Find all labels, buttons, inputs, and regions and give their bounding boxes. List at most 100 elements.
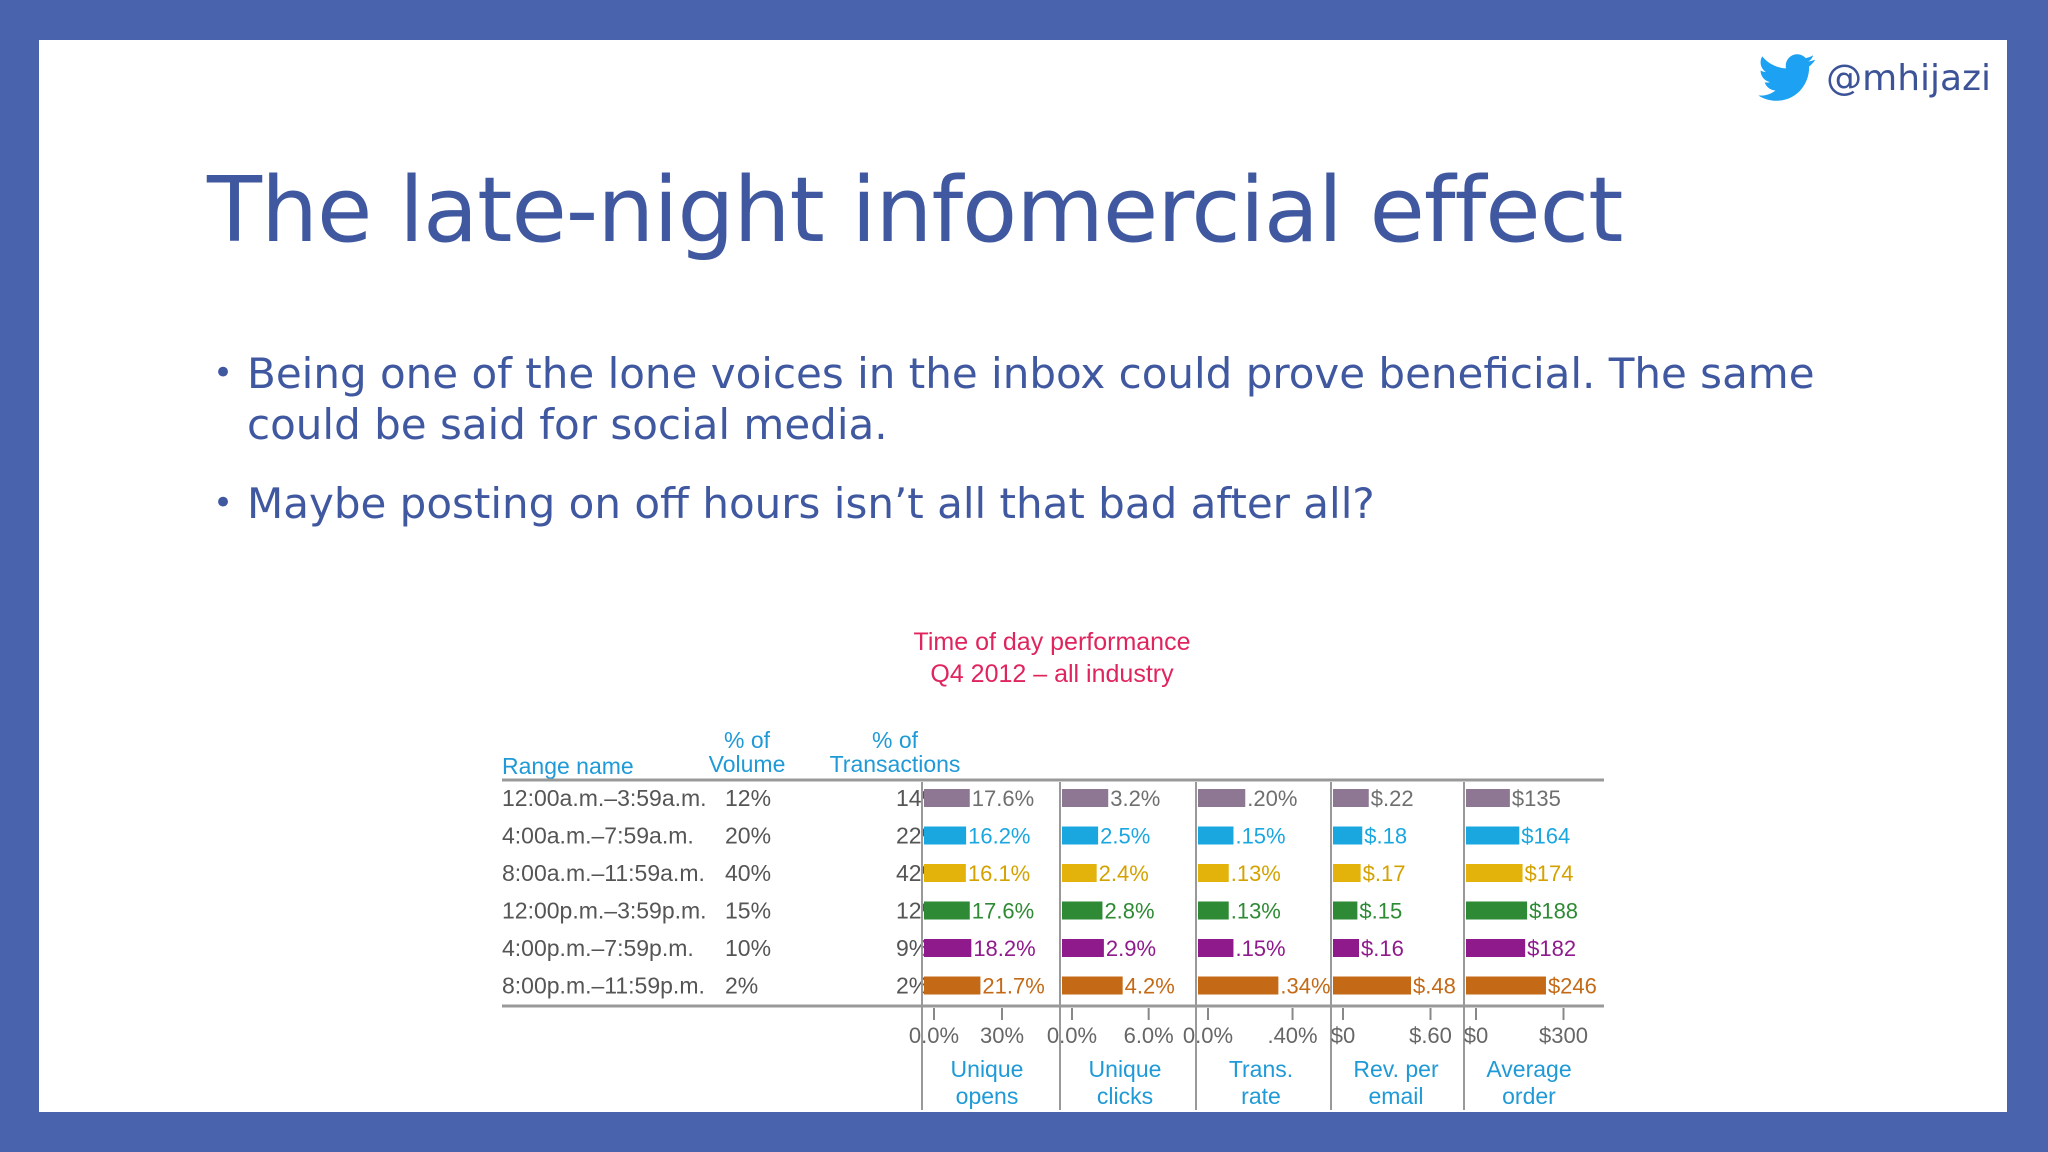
bar-value-label: 16.2% xyxy=(968,824,1030,849)
bar-value-label: 2.5% xyxy=(1100,824,1150,849)
bar xyxy=(1198,939,1234,957)
bar-value-label: 16.1% xyxy=(968,861,1030,886)
metric-label-bottom: rate xyxy=(1241,1083,1281,1109)
bar xyxy=(924,826,967,845)
bar xyxy=(1466,976,1546,995)
range-name-cell: 8:00p.m.–11:59p.m. xyxy=(502,973,705,999)
metric-label-top: Rev. per xyxy=(1353,1056,1439,1082)
range-name-cell: 4:00p.m.–7:59p.m. xyxy=(502,935,694,961)
range-name-cell: 12:00p.m.–3:59p.m. xyxy=(502,898,707,924)
volume-cell: 2% xyxy=(725,973,758,999)
bar-value-label: 17.6% xyxy=(972,899,1034,924)
bar xyxy=(924,976,981,995)
metric-panels: 17.6%16.2%16.1%17.6%18.2%21.7%0.0% 30%Uni… xyxy=(909,782,1597,1110)
bullet-item: Maybe posting on off hours isn’t all tha… xyxy=(207,478,1847,529)
metric-label-bottom: email xyxy=(1369,1083,1424,1109)
metric-label-top: Unique xyxy=(1089,1056,1162,1082)
chart-subtitle: Q4 2012 – all industry xyxy=(930,660,1174,688)
twitter-handle-text: @mhijazi xyxy=(1826,57,1991,99)
bar-value-label: $.22 xyxy=(1371,786,1414,811)
twitter-handle[interactable]: @mhijazi xyxy=(1758,54,1991,102)
axis-tick-label: 30% xyxy=(980,1023,1024,1048)
bar-value-label: $164 xyxy=(1521,824,1570,849)
volume-cell: 40% xyxy=(725,860,771,886)
twitter-bird-icon xyxy=(1758,54,1815,101)
bar xyxy=(1466,789,1510,807)
bar-value-label: $.18 xyxy=(1364,824,1407,849)
metric-label-bottom: opens xyxy=(956,1083,1019,1109)
bar-value-label: $188 xyxy=(1529,899,1578,924)
bar xyxy=(1198,864,1229,882)
header-range-name: Range name xyxy=(502,753,634,779)
panel-unique-opens: 17.6% 16.2% 16.1% 17.6% 18.2% 21.7% 0.0% 30% Uni… xyxy=(909,782,1045,1110)
axis-tick-label: $0 xyxy=(1331,1023,1355,1048)
volume-cell: 12% xyxy=(725,785,771,811)
bar-value-label: 21.7% xyxy=(982,974,1044,999)
bar-value-label: 4.2% xyxy=(1125,974,1175,999)
table-rows: 12:00a.m.–3:59a.m. 12% 14%4:00a.m.–7:59a.m… xyxy=(502,785,942,999)
bar xyxy=(1198,901,1229,920)
metric-label-bottom: order xyxy=(1502,1083,1556,1109)
panel-average-order: $135 $164 $174 $188 $182 $246 $0 $300 Averageord… xyxy=(1463,782,1597,1110)
header-volume-top: % of xyxy=(724,727,771,753)
bar xyxy=(1333,789,1369,807)
bullet-item: Being one of the lone voices in the inbo… xyxy=(207,348,1847,450)
axis-tick-label: 0.0% xyxy=(909,1023,959,1048)
bar xyxy=(924,939,972,957)
bar-value-label: .13% xyxy=(1231,861,1281,886)
bar-value-label: $182 xyxy=(1527,936,1576,961)
bar-value-label: 2.8% xyxy=(1104,899,1154,924)
panel-unique-clicks: 3.2% 2.5% 2.4% 2.8% 2.9% 4.2% 0.0% 6.0% Uniquecl… xyxy=(1047,782,1175,1110)
bar xyxy=(1333,939,1359,957)
bar xyxy=(1062,826,1099,845)
time-of-day-chart: Time of day performance Q4 2012 – all in… xyxy=(459,600,1619,1120)
axis-tick-label: 0.0% xyxy=(1047,1023,1097,1048)
bar-value-label: 2.4% xyxy=(1099,861,1149,886)
bar xyxy=(924,864,966,882)
bar-value-label: $.17 xyxy=(1363,861,1406,886)
chart-title: Time of day performance xyxy=(914,628,1191,656)
axis-tick-label: $.60 xyxy=(1409,1023,1452,1048)
volume-cell: 15% xyxy=(725,898,771,924)
transactions-cell: 9% xyxy=(896,935,929,961)
bar-value-label: .34% xyxy=(1280,974,1330,999)
bar-value-label: .13% xyxy=(1231,899,1281,924)
slide-title: The late-night infomercial effect xyxy=(207,158,1623,263)
axis-tick-label: 0.0% xyxy=(1183,1023,1233,1048)
range-name-cell: 4:00a.m.–7:59a.m. xyxy=(502,823,694,849)
bar-value-label: $135 xyxy=(1512,786,1561,811)
bar xyxy=(1466,939,1526,957)
header-volume-bottom: Volume xyxy=(709,751,786,777)
bar xyxy=(1333,864,1361,882)
bar xyxy=(1198,976,1279,995)
bar-value-label: .20% xyxy=(1247,786,1297,811)
volume-cell: 10% xyxy=(725,935,771,961)
chart-svg: Time of day performance Q4 2012 – all in… xyxy=(502,628,1604,1110)
bar-value-label: $.15 xyxy=(1359,899,1402,924)
bar-value-label: $174 xyxy=(1525,861,1574,886)
bar xyxy=(1466,901,1528,920)
bar xyxy=(1062,901,1103,920)
bar xyxy=(1333,826,1363,845)
metric-label-top: Unique xyxy=(951,1056,1024,1082)
bar-value-label: $246 xyxy=(1548,974,1597,999)
range-name-cell: 8:00a.m.–11:59a.m. xyxy=(502,860,705,886)
bar-value-label: $.48 xyxy=(1413,974,1456,999)
bar-value-label: 17.6% xyxy=(972,786,1034,811)
bar-value-label: 18.2% xyxy=(973,936,1035,961)
bar xyxy=(1062,939,1104,957)
bar-value-label: 3.2% xyxy=(1110,786,1160,811)
bar xyxy=(1062,976,1123,995)
axis-tick-label: $0 xyxy=(1464,1023,1488,1048)
bar-value-label: .15% xyxy=(1235,824,1285,849)
transactions-cell: 2% xyxy=(896,973,929,999)
bullet-list: Being one of the lone voices in the inbo… xyxy=(207,348,1847,557)
bar xyxy=(1198,826,1234,845)
slide: @mhijazi The late-night infomercial effe… xyxy=(39,40,2007,1112)
metric-label-top: Average xyxy=(1486,1056,1571,1082)
bar xyxy=(1062,864,1097,882)
metric-label-top: Trans. xyxy=(1229,1056,1293,1082)
bar-value-label: $.16 xyxy=(1361,936,1404,961)
header-transactions-bottom: Transactions xyxy=(830,751,961,777)
bar xyxy=(924,789,970,807)
